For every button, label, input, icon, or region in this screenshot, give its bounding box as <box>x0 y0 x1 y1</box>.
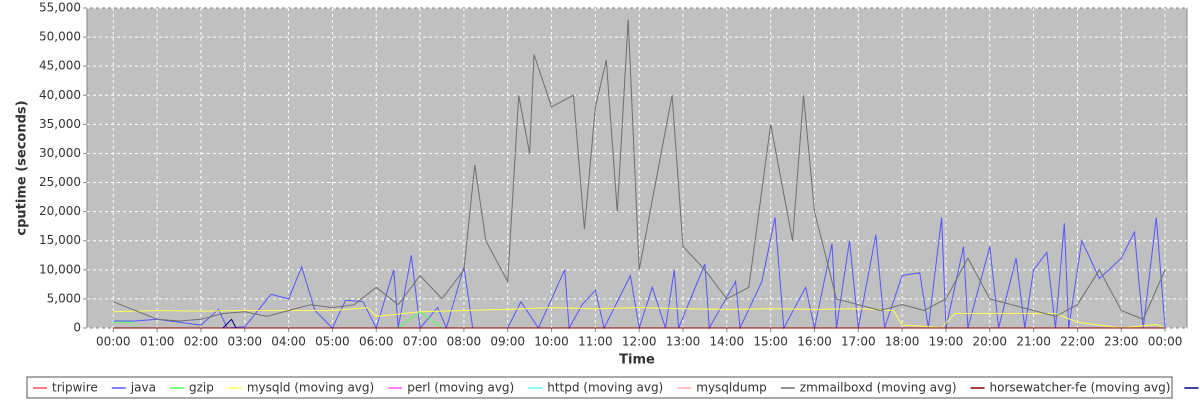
y-tick-label: 35,000 <box>39 117 81 131</box>
x-tick-label: 21:00 <box>1016 335 1051 349</box>
x-tick-label: 16:00 <box>797 335 832 349</box>
legend-label: tripwire <box>52 381 98 395</box>
x-tick-label: 20:00 <box>972 335 1007 349</box>
x-tick-label: 02:00 <box>184 335 219 349</box>
legend-label: mysqldump <box>696 381 767 395</box>
legend-label: java <box>130 381 156 395</box>
x-tick-label: 11:00 <box>578 335 613 349</box>
legend-label: mysqld (moving avg) <box>247 381 374 395</box>
x-tick-label: 06:00 <box>359 335 394 349</box>
legend-label: zmmailboxd (moving avg) <box>800 381 957 395</box>
legend-label: gzip <box>189 381 214 395</box>
x-tick-label: 08:00 <box>447 335 482 349</box>
legend-label: httpd (moving avg) <box>547 381 663 395</box>
y-tick-label: 40,000 <box>39 88 81 102</box>
plot-area <box>86 7 1188 329</box>
x-tick-label: 22:00 <box>1060 335 1095 349</box>
x-tick-label: 23:00 <box>1104 335 1139 349</box>
series-line <box>222 318 237 329</box>
x-tick-label: 04:00 <box>271 335 306 349</box>
y-tick-label: 45,000 <box>39 59 81 73</box>
series-line <box>113 307 1166 329</box>
legend-label: perl (moving avg) <box>407 381 514 395</box>
y-tick-label: 25,000 <box>39 175 81 189</box>
legend-box <box>26 376 1173 399</box>
x-axis-label: Time <box>619 353 655 368</box>
x-tick-label: 00:00 <box>96 335 131 349</box>
y-tick-label: 55,000 <box>39 1 81 15</box>
x-tick-label: 14:00 <box>710 335 745 349</box>
x-tick-label: 18:00 <box>885 335 920 349</box>
y-tick-label: 5,000 <box>47 291 81 305</box>
y-tick-label: 0 <box>73 321 81 335</box>
x-tick-label: 12:00 <box>622 335 657 349</box>
x-tick-label: 00:00 <box>1148 335 1183 349</box>
grid: 0 5,000 10,000 15,000 20,000 25,000 30,000 35,0… <box>39 1 1187 349</box>
legend: tripwire java gzip mysqld (moving avg) perl … <box>33 381 1199 395</box>
y-tick-label: 10,000 <box>39 262 81 276</box>
x-tick-label: 05:00 <box>315 335 350 349</box>
lines <box>113 19 1166 330</box>
x-tick-label: 07:00 <box>403 335 438 349</box>
x-tick-label: 17:00 <box>841 335 876 349</box>
x-tick-label: 09:00 <box>490 335 525 349</box>
y-axis-label: cputime (seconds) <box>15 100 30 235</box>
x-tick-label: 15:00 <box>753 335 788 349</box>
legend-label: horsewatcher-fe (moving avg) <box>990 381 1171 395</box>
y-tick-label: 50,000 <box>39 30 81 44</box>
series-line <box>113 217 1166 330</box>
y-tick-label: 20,000 <box>39 204 81 218</box>
y-tick-label: 30,000 <box>39 146 81 160</box>
x-tick-label: 13:00 <box>666 335 701 349</box>
y-tick-label: 15,000 <box>39 233 81 247</box>
x-tick-label: 10:00 <box>534 335 569 349</box>
series-line <box>113 19 1166 322</box>
x-tick-label: 03:00 <box>227 335 262 349</box>
x-tick-label: 19:00 <box>929 335 964 349</box>
x-tick-label: 01:00 <box>140 335 175 349</box>
